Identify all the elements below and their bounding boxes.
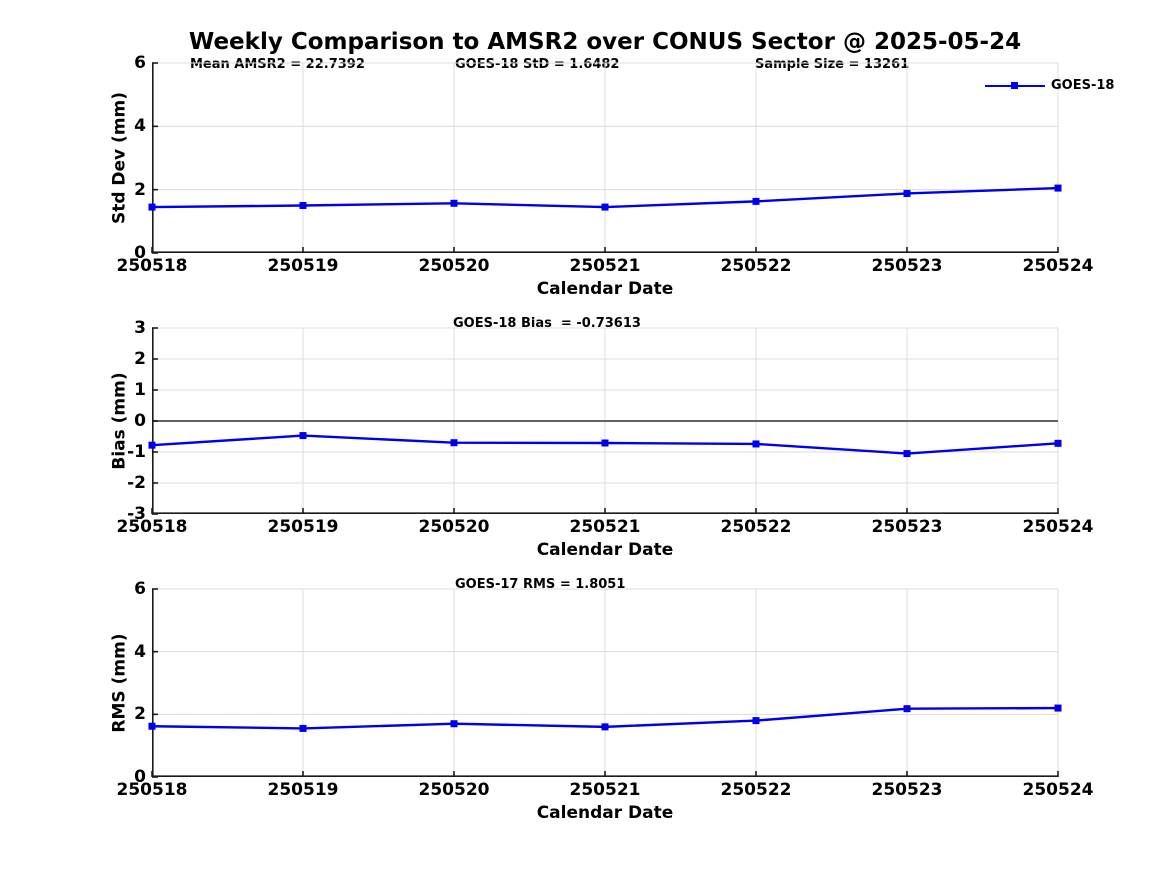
x-tick-label: 250524 bbox=[1022, 780, 1094, 800]
x-tick-label: 250520 bbox=[418, 517, 490, 537]
stddev-y-axis-label: Std Dev (mm) bbox=[109, 91, 130, 225]
x-tick-label: 250518 bbox=[116, 780, 188, 800]
x-tick-label: 250523 bbox=[871, 256, 943, 276]
x-tick-label: 250520 bbox=[418, 780, 490, 800]
rms-x-axis-label: Calendar Date bbox=[536, 803, 674, 823]
rms-plot bbox=[148, 588, 1062, 778]
y-tick-label: -2 bbox=[127, 473, 146, 493]
x-tick-label: 250519 bbox=[267, 256, 339, 276]
annotation-sample-size: Sample Size = 13261 bbox=[755, 57, 910, 72]
x-tick-label: 250521 bbox=[569, 256, 641, 276]
bias-x-axis-label: Calendar Date bbox=[536, 540, 674, 560]
y-tick-label: 0 bbox=[134, 411, 146, 431]
x-tick-label: 250519 bbox=[267, 517, 339, 537]
y-tick-label: 4 bbox=[134, 116, 146, 137]
legend-marker-icon bbox=[1011, 82, 1018, 89]
annotation-mean-amsr2: Mean AMSR2 = 22.7392 bbox=[190, 57, 365, 72]
x-tick-label: 250524 bbox=[1022, 517, 1094, 537]
x-tick-label: 250518 bbox=[116, 517, 188, 537]
x-tick-label: 250521 bbox=[569, 780, 641, 800]
annotation-goes18-bias: GOES-18 Bias = -0.73613 bbox=[453, 316, 641, 331]
x-tick-label: 250522 bbox=[720, 780, 792, 800]
bias-plot bbox=[148, 327, 1062, 515]
y-tick-label: 0 bbox=[134, 767, 146, 787]
legend-label: GOES-18 bbox=[1051, 78, 1115, 93]
x-tick-label: 250522 bbox=[720, 256, 792, 276]
y-tick-label: 6 bbox=[134, 53, 146, 73]
x-tick-label: 250524 bbox=[1022, 256, 1094, 276]
y-tick-label: -1 bbox=[127, 442, 146, 462]
y-tick-label: 0 bbox=[134, 243, 146, 263]
stddev-plot bbox=[148, 62, 1062, 254]
figure-title: Weekly Comparison to AMSR2 over CONUS Se… bbox=[188, 29, 1022, 55]
x-tick-label: 250523 bbox=[871, 517, 943, 537]
y-tick-label: 1 bbox=[134, 380, 146, 400]
x-tick-label: 250522 bbox=[720, 517, 792, 537]
y-tick-label: 3 bbox=[134, 318, 146, 338]
y-tick-label: 2 bbox=[134, 704, 146, 725]
y-tick-label: 2 bbox=[134, 349, 146, 369]
stddev-x-axis-label: Calendar Date bbox=[536, 279, 674, 299]
y-tick-label: 6 bbox=[134, 579, 146, 599]
x-tick-label: 250523 bbox=[871, 780, 943, 800]
y-tick-label: -3 bbox=[127, 504, 146, 524]
x-tick-label: 250520 bbox=[418, 256, 490, 276]
y-tick-label: 4 bbox=[134, 641, 146, 662]
annotation-goes18-std: GOES-18 StD = 1.6482 bbox=[455, 57, 620, 72]
x-tick-label: 250518 bbox=[116, 256, 188, 276]
x-tick-label: 250521 bbox=[569, 517, 641, 537]
annotation-goes17-rms: GOES-17 RMS = 1.8051 bbox=[455, 577, 626, 592]
x-tick-label: 250519 bbox=[267, 780, 339, 800]
legend: GOES-18 bbox=[985, 78, 1115, 95]
y-tick-label: 2 bbox=[134, 179, 146, 200]
